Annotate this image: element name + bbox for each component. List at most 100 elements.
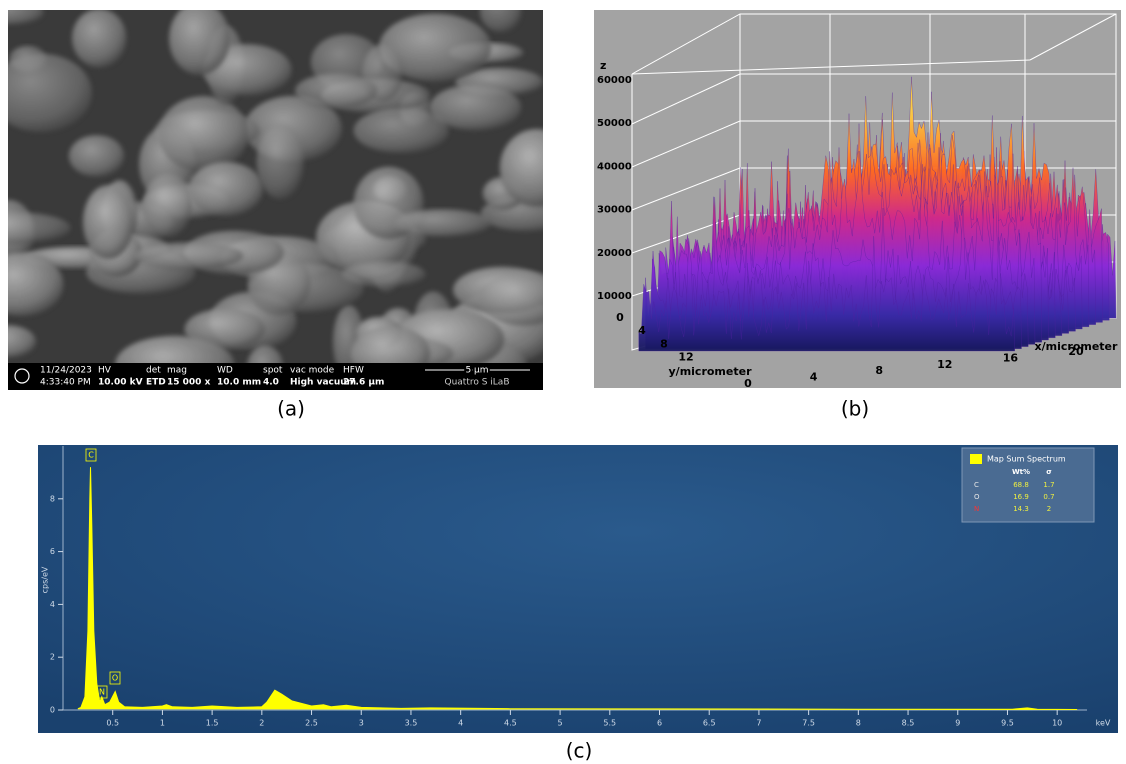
sem-info-bar — [8, 363, 543, 390]
sem-particle — [429, 84, 522, 131]
y-tick-label: 0 — [616, 311, 624, 324]
peak-label: O — [112, 674, 118, 683]
y-axis-label: y/micrometer — [669, 365, 753, 378]
z-tick-label: 60000 — [597, 75, 632, 86]
peak-label-box — [109, 671, 121, 685]
sem-field-label: vac mode — [290, 366, 335, 376]
sem-field-value: 27.6 µm — [343, 378, 384, 388]
sem-particle — [479, 10, 522, 33]
surface — [638, 76, 1117, 352]
legend-element: O — [974, 493, 980, 501]
legend-element: N — [974, 505, 979, 513]
x-tick-label: 16 — [1003, 351, 1019, 364]
legend-sigma: 1.7 — [1043, 481, 1054, 489]
sem-particle — [350, 326, 431, 363]
x-tick-label: 4 — [810, 371, 818, 384]
x-tick-label: 20 — [1068, 345, 1084, 358]
sem-particle — [8, 252, 64, 317]
sem-particle — [294, 73, 378, 109]
legend-element: C — [974, 481, 979, 489]
x-tick-label: 9.5 — [1001, 719, 1014, 728]
x-unit: keV — [1096, 719, 1111, 728]
sem-particle — [71, 10, 127, 68]
y-tick-label: 8 — [50, 494, 55, 503]
x-tick-label: 0.5 — [106, 719, 119, 728]
sem-field-value: 10.00 kV — [98, 378, 143, 388]
x-tick-label: 2 — [259, 719, 264, 728]
y-tick-label: 4 — [638, 324, 646, 337]
y-tick-label: 4 — [50, 600, 55, 609]
sem-particle — [134, 242, 244, 270]
sem-particle — [8, 53, 93, 133]
z-axis-label: z — [600, 59, 606, 72]
x-tick-label: 6 — [657, 719, 662, 728]
x-tick-label: 1 — [160, 719, 165, 728]
panel-label: (b) — [841, 397, 869, 421]
y-axis-label: cps/eV — [41, 566, 50, 593]
spectrum — [77, 467, 1078, 710]
x-tick-label: 0 — [744, 377, 752, 390]
x-tick-label: 1.5 — [206, 719, 219, 728]
sem-particle — [8, 325, 37, 358]
legend-box — [961, 447, 1095, 523]
x-tick-label: 7.5 — [802, 719, 815, 728]
sem-field-label: spot — [263, 366, 283, 376]
z-tick-label: 20000 — [597, 248, 632, 259]
x-tick-label: 12 — [937, 358, 952, 371]
panel-label: (a) — [277, 397, 305, 421]
sem-particle — [256, 124, 304, 199]
x-tick-label: 6.5 — [703, 719, 716, 728]
sem-particle — [478, 271, 543, 326]
y-tick-label: 2 — [50, 653, 55, 662]
x-tick-label: 2.5 — [305, 719, 318, 728]
sem-particle — [68, 135, 125, 177]
sem-field-label: WD — [217, 366, 233, 376]
sem-field-label: HV — [98, 366, 112, 376]
x-tick-label: 3 — [359, 719, 364, 728]
x-tick-label: 5 — [558, 719, 563, 728]
sem-field-value: 4.0 — [263, 378, 279, 388]
legend-column: Wt% — [1012, 468, 1030, 476]
eds-panel — [38, 445, 1118, 733]
sem-date: 11/24/2023 — [40, 366, 92, 376]
sem-field-label: HFW — [343, 366, 364, 376]
sem-field-label: det — [146, 366, 161, 376]
sem-particle — [184, 308, 265, 350]
y-tick-label: 0 — [50, 706, 55, 715]
peak-label-box — [96, 685, 108, 699]
peak-label: N — [99, 688, 105, 697]
sem-particle — [378, 13, 492, 82]
x-tick-label: 4 — [458, 719, 463, 728]
z-tick-label: 40000 — [597, 161, 632, 172]
x-tick-label: 8 — [856, 719, 861, 728]
legend-wt: 14.3 — [1013, 505, 1029, 513]
sem-particle — [499, 128, 543, 207]
x-tick-label: 5.5 — [603, 719, 616, 728]
sem-particle — [353, 107, 449, 154]
z-tick-label: 10000 — [597, 291, 632, 302]
legend-title: Map Sum Spectrum — [987, 455, 1066, 464]
x-tick-label: 4.5 — [504, 719, 517, 728]
z-tick-label: 50000 — [597, 118, 632, 129]
x-tick-label: 3.5 — [405, 719, 418, 728]
legend-swatch — [970, 454, 982, 464]
sem-texture — [8, 10, 543, 363]
sem-field-value: 10.0 mm — [217, 378, 261, 388]
panel-label: (c) — [566, 739, 593, 763]
sem-particle — [158, 96, 249, 172]
x-tick-label: 8.5 — [902, 719, 915, 728]
sem-particle — [8, 212, 71, 244]
sem-particle — [341, 261, 426, 288]
sem-particle — [393, 209, 492, 237]
sem-particle — [168, 10, 230, 75]
x-tick-label: 9 — [955, 719, 960, 728]
surface-strip — [638, 236, 1015, 352]
x-tick-label: 7 — [756, 719, 761, 728]
sem-time: 4:33:40 PM — [40, 378, 91, 388]
y-tick-label: 6 — [50, 547, 55, 556]
scale-bar-label: 5 µm — [465, 366, 488, 376]
y-tick-label: 12 — [678, 351, 693, 364]
eds-chart: 0 2 4 6 8 0.5 1 1.5 2 2.5 3 3.5 4 4.5 5 5.5 6 6.5 7 7.5 8 8.5… — [41, 446, 1111, 728]
